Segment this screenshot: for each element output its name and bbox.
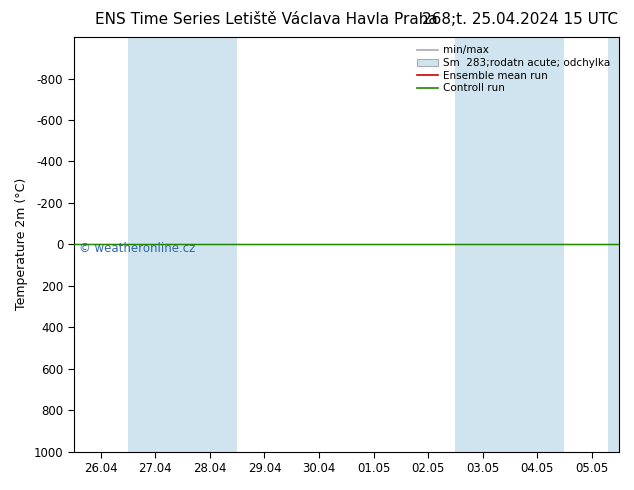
Bar <box>183 37 237 452</box>
Legend: min/max, Sm  283;rodatn acute; odchylka, Ensemble mean run, Controll run: min/max, Sm 283;rodatn acute; odchylka, … <box>414 42 614 97</box>
Bar <box>455 37 510 452</box>
Bar <box>608 37 619 452</box>
Bar <box>128 37 183 452</box>
Text: ENS Time Series Letiště Václava Havla Praha: ENS Time Series Letiště Václava Havla Pr… <box>95 12 437 27</box>
Text: 268;t. 25.04.2024 15 UTC: 268;t. 25.04.2024 15 UTC <box>422 12 618 27</box>
Bar <box>510 37 564 452</box>
Y-axis label: Temperature 2m (°C): Temperature 2m (°C) <box>15 178 28 311</box>
Text: © weatheronline.cz: © weatheronline.cz <box>79 242 195 255</box>
